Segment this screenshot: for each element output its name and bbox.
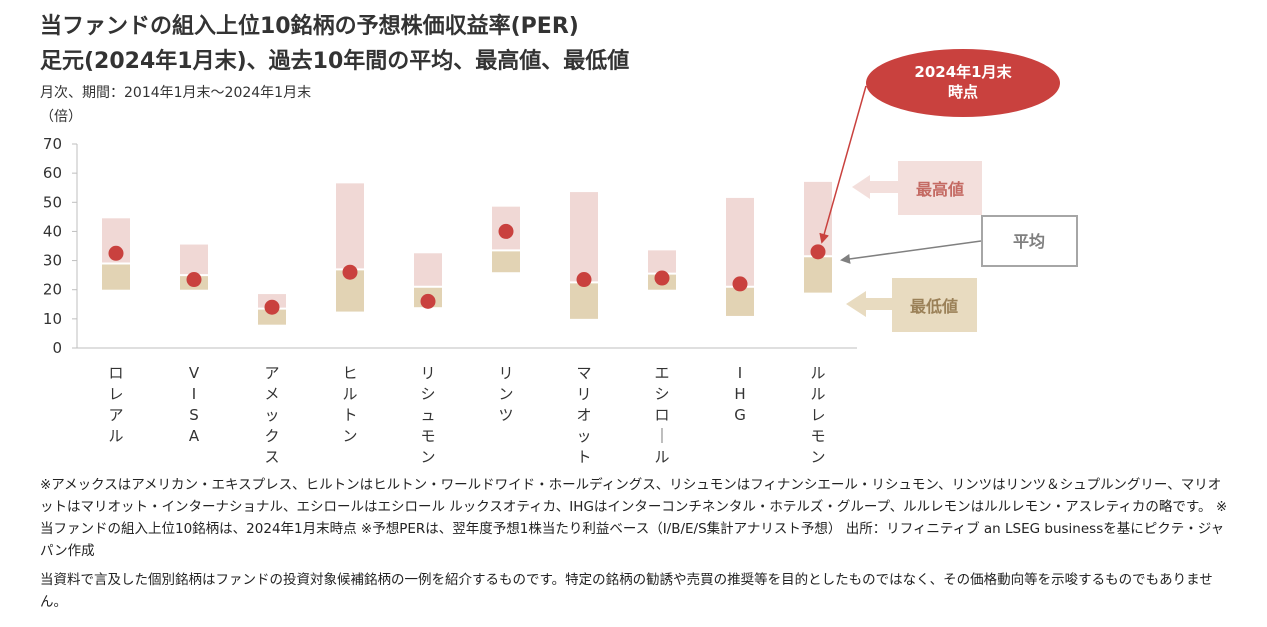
callout-max-box (898, 161, 982, 215)
bar-upper-5 (414, 253, 442, 287)
bar-lower-3 (258, 308, 286, 325)
y-tick-label-20: 20 (43, 281, 62, 299)
bar-lower-6 (492, 250, 520, 273)
bar-upper-9 (726, 197, 754, 287)
bar-upper-7 (570, 192, 598, 283)
y-tick-label-70: 70 (43, 135, 62, 153)
callout-current-arrow (819, 85, 867, 244)
callout-current-line1: 2024年1月末 (914, 63, 1012, 81)
bar-upper-8 (648, 250, 676, 274)
bar-upper-4 (336, 183, 364, 270)
callout-max-label: 最高値 (916, 180, 964, 199)
y-tick-label-40: 40 (43, 222, 62, 240)
category-label-10: ルルレモン (810, 364, 825, 466)
y-tick-label-30: 30 (43, 252, 62, 270)
callout-min-arrow (846, 291, 892, 317)
y-unit-label: （倍） (40, 109, 82, 125)
category-label-5: リシュモン (420, 364, 435, 466)
y-tick-label-0: 0 (52, 339, 62, 357)
callout-avg-label: 平均 (1013, 232, 1045, 251)
current-point-1 (108, 245, 124, 261)
current-point-10 (810, 244, 826, 260)
callout-current: 2024年1月末 時点 (819, 49, 1060, 244)
bar-lower-1 (102, 263, 130, 290)
callout-avg-arrow (840, 240, 982, 264)
current-point-2 (186, 272, 202, 288)
current-point-6 (498, 223, 514, 239)
bar-lower-9 (726, 286, 754, 316)
chart-title-line1: 当ファンドの組入上位10銘柄の予想株価収益率(PER) (40, 14, 579, 39)
chart-title-line2: 足元(2024年1月末)、過去10年間の平均、最高値、最低値 (40, 49, 630, 74)
current-point-3 (264, 299, 280, 315)
footnote-definitions: ※アメックスはアメリカン・エキスプレス、ヒルトンはヒルトン・ワールドワイド・ホー… (40, 477, 1228, 559)
current-point-8 (654, 270, 670, 286)
per-range-chart: 0 10 20 30 40 50 60 70 ロレアル V I S A アメックス ヒルトン リシュモン リン… (43, 49, 1078, 466)
y-tick-label-50: 50 (43, 193, 62, 211)
callout-current-bubble (866, 49, 1060, 117)
callout-min-box (892, 278, 977, 332)
category-label-7: マリオット (576, 364, 591, 466)
callout-current-line2: 時点 (948, 83, 978, 101)
callout-max: 最高値 (852, 161, 982, 215)
category-label-3: アメックス (264, 364, 279, 466)
bar-upper-10 (804, 181, 832, 257)
chart-subtitle: 月次、期間：2014年1月末～2024年1月末 (40, 85, 312, 101)
callout-avg-box (981, 215, 1078, 267)
current-point-7 (576, 272, 592, 288)
current-point-9 (732, 276, 748, 292)
callout-min: 最低値 (846, 278, 977, 332)
y-tick-label-60: 60 (43, 164, 62, 182)
callout-max-arrow (852, 175, 898, 199)
bar-lower-7 (570, 282, 598, 319)
current-point-4 (342, 264, 358, 280)
y-tick-label-10: 10 (43, 310, 62, 328)
category-label-1: ロレアル (108, 364, 123, 445)
bar-upper-2 (180, 244, 208, 276)
callout-avg: 平均 (840, 215, 1078, 267)
category-label-6: リンツ (498, 364, 513, 424)
category-label-8: エシロ｜ル (654, 364, 669, 466)
bar-lower-10 (804, 256, 832, 293)
current-point-5 (420, 293, 436, 309)
footnote-disclaimer: 当資料で言及した個別銘柄はファンドの投資対象候補銘柄の一例を紹介するものです。特… (40, 572, 1213, 610)
callout-min-label: 最低値 (910, 297, 958, 316)
category-label-4: ヒルトン (342, 364, 357, 445)
